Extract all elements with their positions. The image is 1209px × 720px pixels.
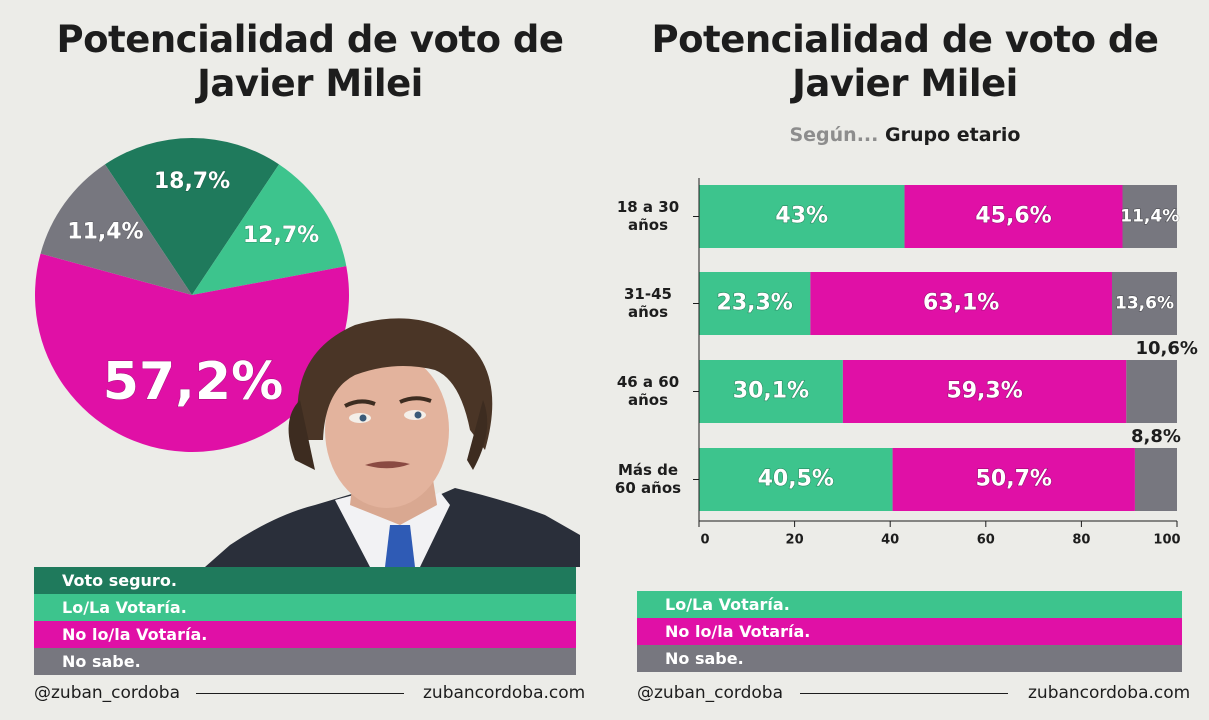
pie-slice-label: 57,2%: [103, 352, 283, 412]
legend-item-voto-seguro: Voto seguro.: [34, 567, 576, 594]
bar-data-label: 43%: [775, 204, 828, 229]
x-tick-label: 0: [700, 533, 709, 548]
bar-segment: [699, 360, 843, 423]
bar-segment: [699, 448, 893, 511]
legend-item-lo-votaria: Lo/La Votaría.: [34, 594, 576, 621]
category-label: Más de: [618, 461, 678, 479]
bar-segment: [699, 185, 905, 248]
category-label: 60 años: [615, 479, 681, 497]
right-subtitle: Según... Grupo etario: [660, 124, 1150, 146]
pie-slice: [104, 138, 280, 295]
legend-item-no-sabe: No sabe.: [34, 648, 576, 675]
footer-handle-right: @zuban_cordoba: [637, 683, 784, 703]
bar-data-label: 23,3%: [717, 291, 793, 316]
x-tick-label: 20: [786, 533, 804, 548]
category-label: 46 a 60: [617, 373, 679, 391]
footer-site-right: zubancordoba.com: [1028, 683, 1191, 703]
legend-item-no-lo-votaria: No lo/la Votaría.: [637, 618, 1182, 645]
bar-data-label: 50,7%: [976, 467, 1052, 492]
bar-segment: [1122, 185, 1177, 248]
right-chart-title: Potencialidad de voto de Javier Milei: [615, 18, 1195, 106]
bar-segment: [1111, 272, 1177, 335]
subtitle-prefix: Según...: [789, 124, 879, 146]
right-title-line1: Potencialidad de voto de: [651, 18, 1160, 61]
x-tick-label: 80: [1072, 533, 1090, 548]
x-tick-label: 40: [881, 533, 899, 548]
category-label: 31-45: [624, 285, 672, 303]
footer-handle-left: @zuban_cordoba: [34, 683, 181, 703]
pie-slice-label: 11,4%: [67, 220, 143, 245]
subtitle-group: Grupo etario: [885, 124, 1021, 146]
pie-slice-label: 12,7%: [243, 223, 319, 248]
bar-data-label: 45,6%: [975, 204, 1051, 229]
pie-slice: [34, 253, 349, 453]
right-title-line2: Javier Milei: [792, 62, 1018, 105]
pie-slice-label: 18,7%: [154, 169, 230, 194]
bar-data-label: 11,4%: [1120, 207, 1179, 227]
bar-segment: [1134, 448, 1177, 511]
pie-chart: 18,7% 12,7% 57,2% 11,4%: [34, 138, 349, 453]
footer-divider-right: [800, 693, 1008, 694]
bar-segment: [904, 185, 1123, 248]
bar-segment: [699, 272, 811, 335]
bar-data-label: 40,5%: [758, 467, 834, 492]
footer-divider-left: [196, 693, 404, 694]
footer-site-left: zubancordoba.com: [423, 683, 586, 703]
bar-segment: [842, 360, 1127, 423]
category-label: años: [628, 391, 668, 409]
category-label: 18 a 30: [617, 198, 679, 216]
bar-data-label: 59,3%: [946, 379, 1022, 404]
x-tick-label: 60: [977, 533, 995, 548]
left-chart-title: Potencialidad de voto de Javier Milei: [20, 18, 600, 106]
bar-segment: [1126, 360, 1177, 423]
bar-data-label: 13,6%: [1115, 294, 1174, 314]
pie-slice: [40, 164, 192, 295]
bar-data-label: 8,8%: [1131, 426, 1181, 447]
x-tick-label: 100: [1153, 533, 1180, 548]
legend-item-no-lo-votaria: No lo/la Votaría.: [34, 621, 576, 648]
pie-slice: [192, 164, 347, 295]
left-title-line1: Potencialidad de voto de: [56, 18, 565, 61]
left-title-line2: Javier Milei: [197, 62, 423, 105]
left-legend: Voto seguro. Lo/La Votaría. No lo/la Vot…: [34, 567, 576, 675]
category-label: años: [628, 216, 668, 234]
bar-data-label: 10,6%: [1135, 338, 1197, 359]
bar-segment: [810, 272, 1112, 335]
bar-data-label: 63,1%: [923, 291, 999, 316]
bar-segment: [892, 448, 1135, 511]
legend-item-lo-votaria: Lo/La Votaría.: [637, 591, 1182, 618]
bar-data-label: 30,1%: [733, 379, 809, 404]
portrait-illustration: [205, 300, 580, 567]
right-legend: Lo/La Votaría. No lo/la Votaría. No sabe…: [637, 591, 1182, 672]
legend-item-no-sabe: No sabe.: [637, 645, 1182, 672]
category-label: años: [628, 303, 668, 321]
